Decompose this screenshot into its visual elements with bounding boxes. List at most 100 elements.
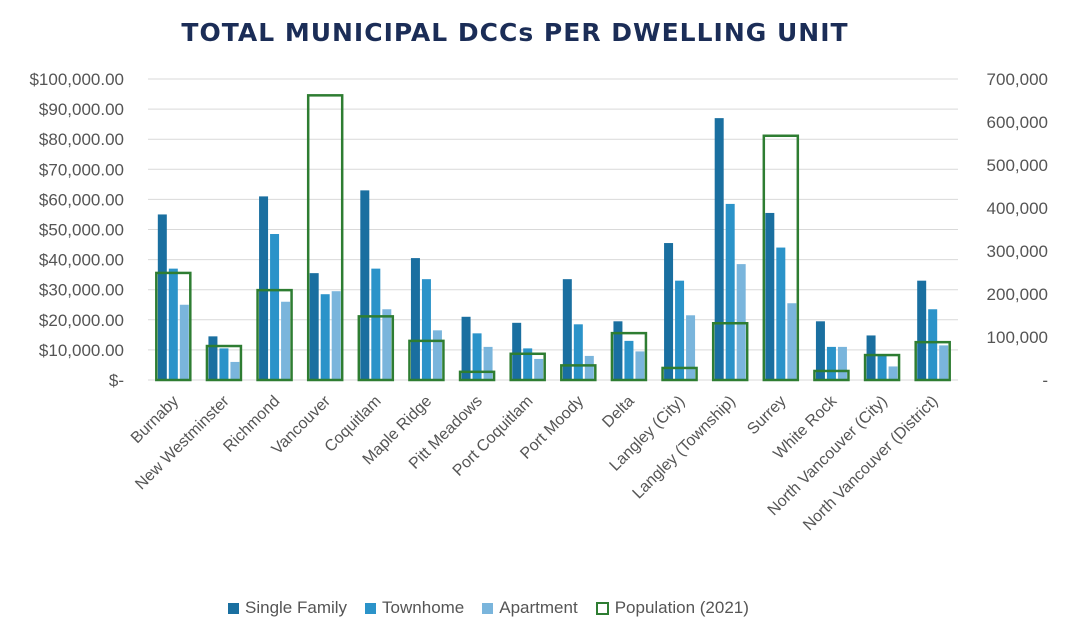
y-left-tick-label: $20,000.00 <box>39 311 124 330</box>
y-left-tick-label: $40,000.00 <box>39 251 124 270</box>
legend-label-townhome: Townhome <box>382 598 465 617</box>
legend-label-apartment: Apartment <box>499 598 578 617</box>
bar-townhome <box>826 346 836 380</box>
bar-apartment <box>787 303 797 380</box>
y-left-tick-label: $60,000.00 <box>39 190 124 209</box>
bar-single-family <box>613 321 623 380</box>
bar-townhome <box>472 333 482 380</box>
bar-population-outline <box>256 288 293 382</box>
bar-single-family <box>208 336 218 380</box>
bar-apartment <box>635 351 645 380</box>
y-left-tick-label: $10,000.00 <box>39 341 124 360</box>
bar-single-family <box>512 322 522 380</box>
bar-townhome <box>371 268 381 380</box>
bar-townhome <box>928 309 938 380</box>
bar-townhome <box>573 324 583 380</box>
x-category-label: New Westminster <box>132 392 233 493</box>
bar-population-outline <box>661 366 698 382</box>
bar-single-family <box>157 214 167 380</box>
y-right-tick-label: 400,000 <box>987 199 1048 218</box>
bar-population-outline <box>813 369 850 382</box>
legend-item-single-family: Single Family <box>228 598 347 618</box>
bar-population-outline <box>711 321 749 382</box>
bar-population-outline <box>509 352 546 382</box>
bar-townhome <box>320 294 330 380</box>
chart-title: TOTAL MUNICIPAL DCCs PER DWELLING UNIT <box>181 18 849 47</box>
y-left-tick-label: $100,000.00 <box>29 70 124 89</box>
y-right-tick-label: 200,000 <box>987 285 1048 304</box>
bar-population-outline <box>357 315 395 382</box>
bar-apartment <box>837 346 847 380</box>
bar-townhome <box>776 247 786 380</box>
legend: Single Family Townhome Apartment Populat… <box>228 598 749 618</box>
y-right-tick-label: - <box>1042 371 1048 390</box>
bar-population-outline <box>205 344 243 382</box>
bar-townhome <box>270 234 280 380</box>
bar-single-family <box>461 316 471 380</box>
bar-apartment <box>534 358 544 380</box>
bar-population-outline <box>863 353 901 382</box>
bar-apartment <box>331 291 341 380</box>
legend-swatch-apartment <box>482 602 494 614</box>
bar-single-family <box>866 335 876 380</box>
x-category-label: Langley (Township) <box>630 393 740 503</box>
y-left-tick-label: $90,000.00 <box>39 100 124 119</box>
bar-townhome <box>877 354 887 380</box>
legend-item-population: Population (2021) <box>595 598 749 618</box>
y-left-tick-label: $50,000.00 <box>39 221 124 240</box>
y-right-tick-label: 700,000 <box>987 70 1048 89</box>
x-category-label: Surrey <box>744 393 789 438</box>
bar-apartment <box>432 330 442 380</box>
bar-single-family <box>309 273 319 380</box>
bar-single-family <box>259 196 269 380</box>
bar-single-family <box>562 279 572 380</box>
bar-apartment <box>483 346 493 380</box>
bar-townhome <box>168 268 178 380</box>
legend-swatch-townhome <box>365 602 377 614</box>
bar-single-family <box>765 212 775 380</box>
y-left-tick-label: $70,000.00 <box>39 160 124 179</box>
legend-item-apartment: Apartment <box>482 598 578 618</box>
bar-townhome <box>421 279 431 380</box>
legend-swatch-population <box>595 601 609 615</box>
y-right-tick-label: 500,000 <box>987 156 1048 175</box>
y-left-tick-label: $80,000.00 <box>39 130 124 149</box>
bar-single-family <box>664 243 674 380</box>
bar-apartment <box>179 304 189 380</box>
bar-single-family <box>917 280 927 380</box>
bar-population-outline <box>762 134 800 382</box>
bar-apartment <box>888 366 898 380</box>
y-right-tick-label: 300,000 <box>987 242 1048 261</box>
bar-population-outline <box>155 271 192 382</box>
legend-item-townhome: Townhome <box>365 598 464 618</box>
legend-label-single-family: Single Family <box>245 598 348 617</box>
y-left-tick-label: $- <box>109 371 124 390</box>
bar-townhome <box>219 348 229 380</box>
bar-apartment <box>281 301 291 380</box>
bar-population-outline <box>610 331 648 382</box>
legend-swatch-single-family <box>228 602 239 614</box>
bar-apartment <box>382 309 392 380</box>
bar-population-outline <box>306 94 344 382</box>
bar-apartment <box>230 361 240 380</box>
legend-label-population: Population (2021) <box>614 598 749 617</box>
y-right-tick-label: 600,000 <box>987 113 1048 132</box>
bar-apartment <box>686 315 696 380</box>
bar-townhome <box>523 348 533 380</box>
bar-apartment <box>939 345 949 380</box>
bar-population-outline <box>458 370 496 382</box>
bar-single-family <box>714 118 724 380</box>
bar-population-outline <box>408 339 445 382</box>
bar-townhome <box>624 340 634 380</box>
bar-townhome <box>725 203 735 380</box>
bar-single-family <box>410 258 420 380</box>
x-category-label: Delta <box>599 393 638 432</box>
bar-townhome <box>675 280 685 380</box>
y-right-tick-label: 100,000 <box>987 328 1048 347</box>
bar-apartment <box>584 355 594 380</box>
y-left-tick-label: $30,000.00 <box>39 281 124 300</box>
bar-single-family <box>360 190 370 380</box>
bar-population-outline <box>560 364 597 382</box>
